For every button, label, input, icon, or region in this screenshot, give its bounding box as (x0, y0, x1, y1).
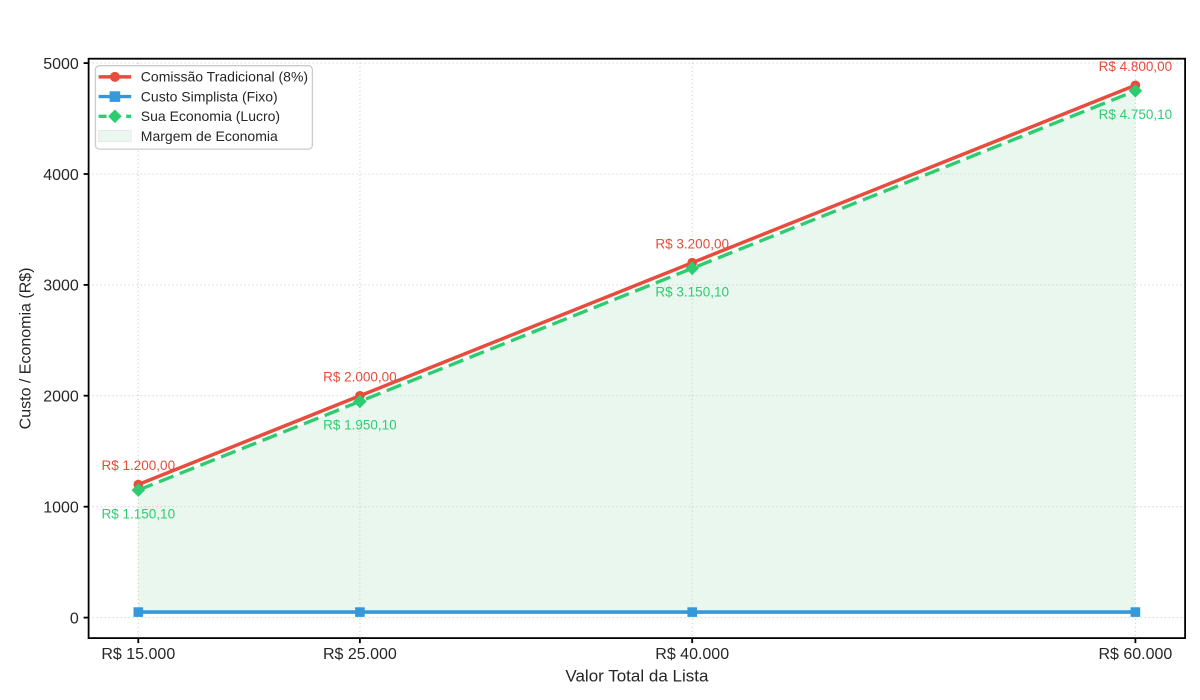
svg-text:1000: 1000 (43, 500, 79, 517)
svg-text:Sua Economia (Lucro): Sua Economia (Lucro) (141, 108, 280, 124)
svg-text:R$ 1.200,00: R$ 1.200,00 (102, 458, 176, 473)
svg-text:2000: 2000 (43, 389, 79, 406)
svg-text:R$ 4.750,10: R$ 4.750,10 (1099, 107, 1173, 122)
svg-text:R$ 1.150,10: R$ 1.150,10 (102, 506, 176, 521)
svg-text:R$ 40.000: R$ 40.000 (655, 646, 729, 663)
svg-text:Margem de Economia: Margem de Economia (141, 128, 278, 144)
svg-text:Custo Simplista (Fixo): Custo Simplista (Fixo) (141, 88, 278, 104)
svg-text:R$ 15.000: R$ 15.000 (101, 646, 175, 663)
svg-text:R$ 4.800,00: R$ 4.800,00 (1099, 59, 1173, 74)
svg-text:Custo / Economia (R$): Custo / Economia (R$) (18, 267, 35, 429)
svg-text:0: 0 (70, 610, 79, 627)
svg-text:R$ 1.950,10: R$ 1.950,10 (323, 418, 397, 433)
svg-text:R$ 25.000: R$ 25.000 (323, 646, 397, 663)
svg-text:4000: 4000 (43, 167, 79, 184)
svg-text:Comissão Tradicional (8%): Comissão Tradicional (8%) (141, 69, 308, 85)
svg-text:R$ 3.150,10: R$ 3.150,10 (655, 285, 729, 300)
svg-text:Valor Total da Lista: Valor Total da Lista (565, 666, 709, 685)
svg-text:5000: 5000 (43, 56, 79, 73)
svg-text:R$ 2.000,00: R$ 2.000,00 (323, 369, 397, 384)
svg-text:R$ 3.200,00: R$ 3.200,00 (655, 236, 729, 251)
svg-text:R$ 60.000: R$ 60.000 (1098, 646, 1172, 663)
svg-text:3000: 3000 (43, 278, 79, 295)
